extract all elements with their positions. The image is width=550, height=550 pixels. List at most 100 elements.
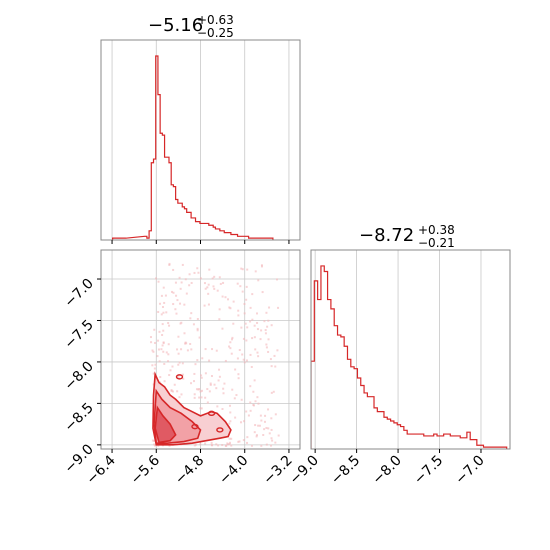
density-sample-point <box>162 286 165 289</box>
density-contour-island <box>191 423 199 430</box>
density-sample-point <box>270 444 273 447</box>
density-sample-point <box>230 352 233 355</box>
density-sample-point <box>255 435 258 438</box>
density-sample-point <box>196 359 199 362</box>
hist-1-ticks <box>111 240 290 244</box>
density-sample-point <box>189 317 192 320</box>
hist-1-step-line <box>112 55 274 240</box>
density-sample-point <box>200 389 203 392</box>
density-sample-point <box>242 439 245 442</box>
param-2-value: −8.72 <box>359 225 414 246</box>
density-sample-point <box>179 302 182 305</box>
density-sample-point <box>196 267 199 270</box>
density-sample-point <box>221 327 224 330</box>
density-sample-point <box>249 409 252 412</box>
density-sample-point <box>237 314 240 317</box>
density-sample-point <box>209 383 212 386</box>
density-sample-point <box>249 306 252 309</box>
density-y-tick-label: −8.0 <box>61 358 96 393</box>
density-sample-point <box>169 369 172 372</box>
density-sample-point <box>193 396 196 399</box>
density-sample-point <box>264 332 267 335</box>
density-sample-point <box>160 294 163 297</box>
density-sample-point <box>201 357 204 360</box>
density-sample-point <box>263 420 266 423</box>
density-sample-point <box>230 444 233 447</box>
density-sample-point <box>160 348 163 351</box>
hist-2-tick-label: −7.5 <box>411 453 446 488</box>
density-sample-point <box>180 393 183 396</box>
density-sample-point <box>243 361 246 364</box>
density-contours <box>152 371 232 446</box>
density-sample-point <box>247 414 250 417</box>
hist-panel-1: −5.16 +0.63 −0.25 <box>100 13 301 244</box>
density-sample-point <box>270 391 273 394</box>
density-sample-point <box>231 336 234 339</box>
density-sample-point <box>262 434 265 437</box>
density-sample-point <box>257 279 260 282</box>
density-sample-point <box>172 268 175 271</box>
density-sample-point <box>269 358 272 361</box>
density-sample-point <box>265 443 268 446</box>
density-sample-point <box>257 424 260 427</box>
density-sample-point <box>264 329 267 332</box>
density-sample-point <box>244 322 247 325</box>
density-sample-point <box>171 390 174 393</box>
density-sample-point <box>206 401 209 404</box>
density-sample-point <box>213 383 216 386</box>
density-sample-point <box>204 348 207 351</box>
density-sample-point <box>196 318 199 321</box>
density-y-tick-label: −7.0 <box>61 276 96 311</box>
density-sample-point <box>260 329 263 332</box>
density-sample-point <box>196 329 199 332</box>
density-sample-point <box>253 431 256 434</box>
density-sample-point <box>276 349 279 352</box>
density-sample-point <box>200 407 203 410</box>
density-sample-point <box>177 376 180 379</box>
density-sample-point <box>170 290 173 293</box>
density-sample-point <box>161 323 164 326</box>
density-sample-point <box>163 380 166 383</box>
density-sample-point <box>154 341 157 344</box>
density-x-tick-label: −3.2 <box>260 453 295 488</box>
density-sample-point <box>151 349 154 352</box>
density-sample-point <box>172 291 175 294</box>
density-sample-point <box>219 282 222 285</box>
density-sample-point <box>253 324 256 327</box>
density-sample-point <box>166 360 169 363</box>
density-sample-point <box>180 281 183 284</box>
param-1-upper-error: +0.63 <box>197 13 234 27</box>
density-sample-point <box>240 267 243 270</box>
density-sample-point <box>270 417 273 420</box>
density-sample-point <box>216 289 219 292</box>
density-sample-point <box>251 337 254 340</box>
density-sample-point <box>208 390 211 393</box>
density-sample-point <box>173 383 176 386</box>
density-sample-point <box>204 442 207 445</box>
density-sample-point <box>223 382 226 385</box>
density-sample-point <box>241 268 244 271</box>
hist-2-tick-label: −7.0 <box>452 453 487 488</box>
density-sample-point <box>193 372 196 375</box>
density-sample-point <box>168 444 171 447</box>
density-sample-point <box>259 338 262 341</box>
density-sample-point <box>193 271 196 274</box>
density-sample-point <box>231 388 234 391</box>
density-contour-island <box>175 374 184 380</box>
density-sample-point <box>175 294 178 297</box>
density-sample-point <box>177 363 180 366</box>
density-sample-point <box>193 380 196 383</box>
density-sample-point <box>175 312 178 315</box>
density-sample-point <box>251 293 254 296</box>
density-y-tick-label: −8.5 <box>61 400 96 435</box>
density-contour-inner <box>154 405 177 444</box>
density-sample-point <box>206 286 209 289</box>
density-sample-point <box>177 335 180 338</box>
density-sample-point <box>181 263 184 266</box>
density-sample-point <box>236 357 239 360</box>
density-sample-point <box>183 303 186 306</box>
density-sample-point <box>178 396 181 399</box>
density-sample-point <box>193 444 196 447</box>
density-sample-point <box>249 353 252 356</box>
density-sample-point <box>157 339 160 342</box>
